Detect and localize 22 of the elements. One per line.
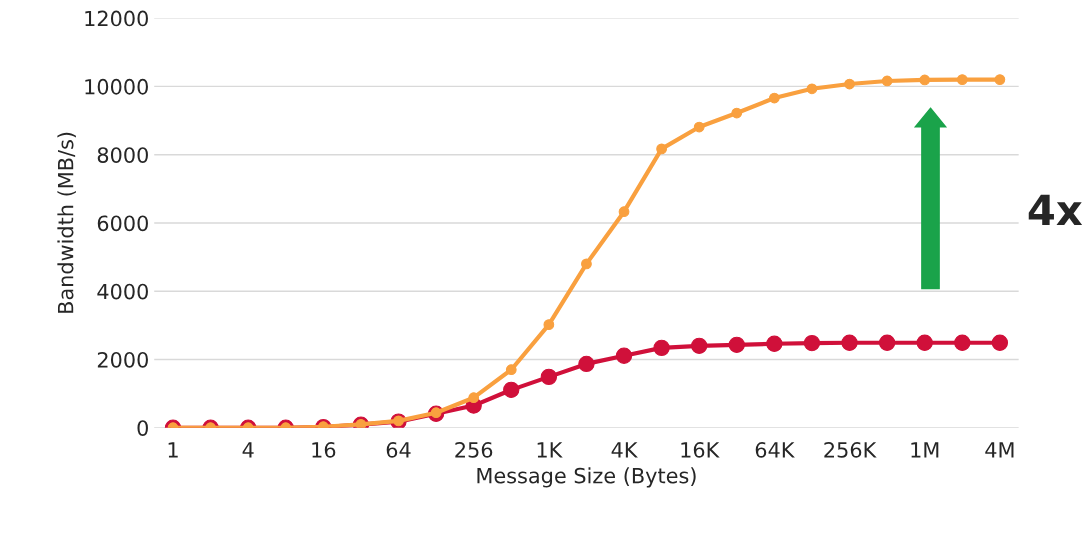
x-tick-label: 16K [681,441,720,458]
y-tick-label: 8000 [97,147,148,163]
text: 4x [1028,194,1083,226]
x-axis-title: Message Size (Bytes) [477,467,696,488]
x-tick-label: 16 [312,441,336,458]
y-tick-label: 10000 [85,78,148,95]
x-tick-label: 256K [824,441,877,458]
x-tick-label: 1M [911,442,939,458]
x-tick-label: 1K [537,442,563,458]
x-tick-label: 4K [611,442,638,458]
y-tick-label: 6000 [97,215,148,232]
x-tick-label: 1 [168,442,178,458]
y-tick-label: 2000 [97,351,148,368]
x-tick-label: 4M [985,442,1014,458]
x-tick-label: 64 [386,441,411,458]
y-tick-label: 0 [137,420,148,436]
y-tick-label: 12000 [85,10,148,27]
x-tick-label: 64K [755,441,795,458]
x-tick-label: 256 [455,441,493,458]
y-axis-title: Bandwidth (MB/s) [57,132,76,313]
x-tick-label: 4 [242,442,254,458]
y-tick-label: 4000 [97,283,148,300]
